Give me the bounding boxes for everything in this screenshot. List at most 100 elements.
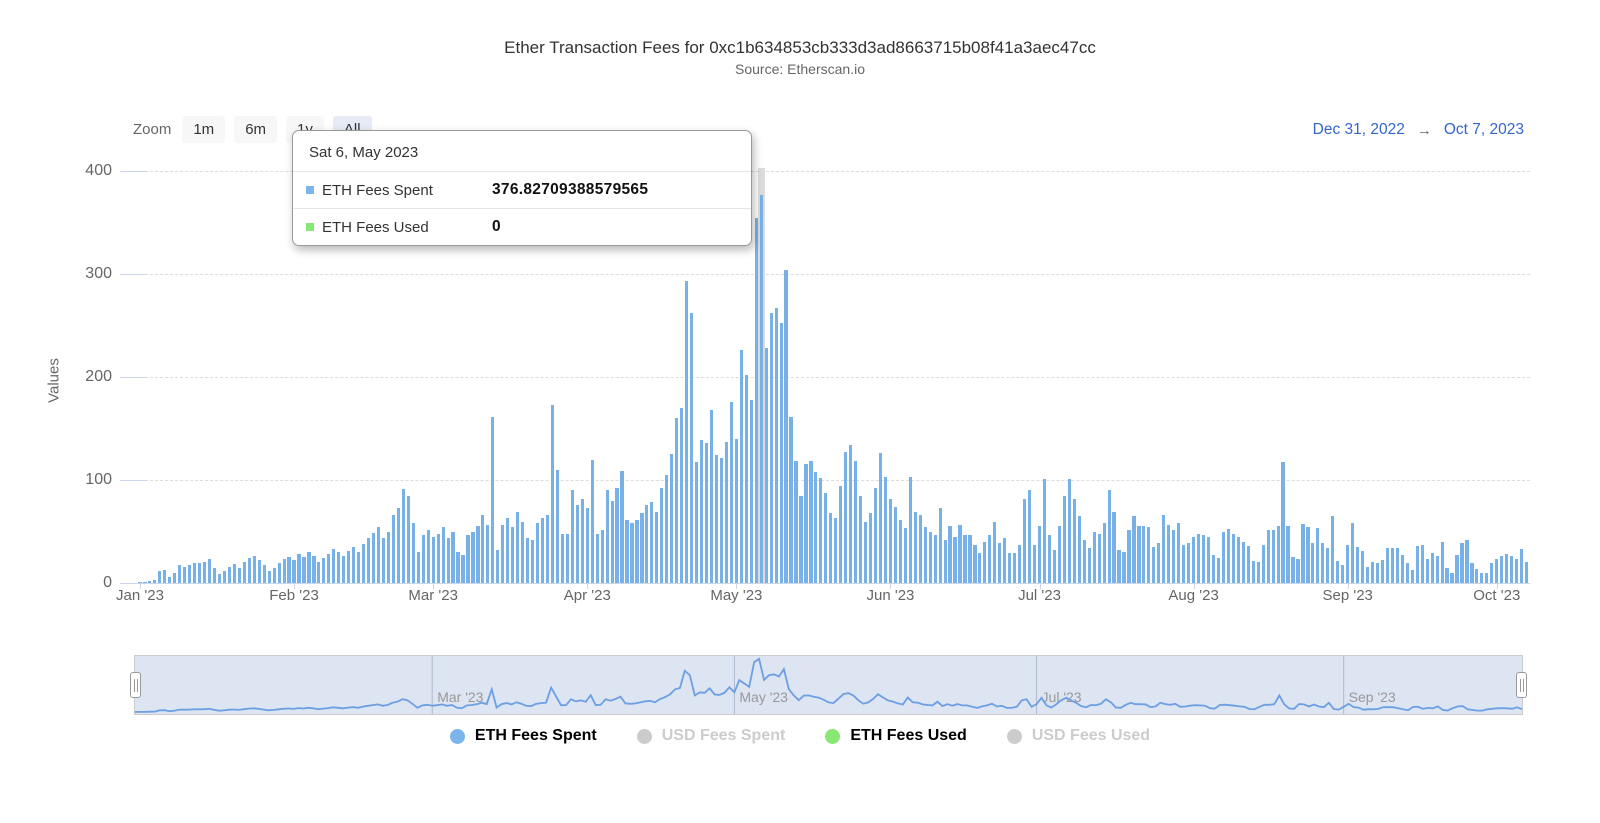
bar[interactable] [819, 477, 823, 583]
bar[interactable] [292, 560, 296, 583]
bar[interactable] [401, 489, 405, 583]
bar[interactable] [615, 488, 619, 583]
bar[interactable] [1480, 572, 1484, 583]
bar[interactable] [168, 576, 172, 583]
bar[interactable] [371, 532, 376, 583]
bar[interactable] [1032, 544, 1037, 583]
bar[interactable] [809, 461, 813, 583]
bar[interactable] [779, 323, 783, 583]
bar[interactable] [1112, 511, 1116, 583]
bar[interactable] [699, 439, 704, 583]
bar[interactable] [1281, 462, 1285, 583]
bar[interactable] [635, 520, 639, 583]
bar[interactable] [1306, 527, 1310, 583]
bar[interactable] [774, 307, 778, 583]
bar[interactable] [675, 418, 679, 583]
bar[interactable] [242, 562, 246, 583]
bar[interactable] [695, 462, 699, 583]
bar[interactable] [153, 579, 157, 583]
bar[interactable] [1450, 572, 1454, 583]
bar[interactable] [1296, 559, 1300, 583]
bar[interactable] [1246, 545, 1250, 583]
bar[interactable] [1236, 536, 1240, 583]
bar[interactable] [366, 537, 371, 583]
bar[interactable] [202, 562, 207, 583]
bar[interactable] [620, 470, 624, 583]
bar[interactable] [506, 518, 510, 583]
navigator[interactable]: Mar '23 May '23 Jul '23 Sep '23 [134, 655, 1523, 715]
bar[interactable] [744, 374, 748, 583]
bar[interactable] [1346, 544, 1350, 583]
bar[interactable] [342, 556, 346, 583]
zoom-button-6m[interactable]: 6m [234, 116, 278, 143]
bar[interactable] [1003, 537, 1007, 583]
bar[interactable] [526, 537, 530, 583]
bar[interactable] [1261, 544, 1265, 583]
bar[interactable] [1365, 566, 1370, 583]
bar[interactable] [178, 565, 182, 583]
bar[interactable] [1360, 551, 1365, 583]
bar[interactable] [1201, 534, 1206, 583]
bar[interactable] [650, 501, 654, 583]
bar[interactable] [466, 534, 470, 583]
bar[interactable] [1485, 572, 1489, 583]
bar[interactable] [1172, 530, 1176, 583]
bar[interactable] [898, 520, 902, 583]
bar[interactable] [630, 523, 634, 583]
bar[interactable] [1067, 478, 1071, 583]
bar[interactable] [1510, 556, 1514, 583]
bar[interactable] [1062, 496, 1066, 583]
bar[interactable] [575, 504, 579, 583]
bar[interactable] [1127, 530, 1131, 583]
bar[interactable] [908, 476, 912, 583]
bar[interactable] [1251, 561, 1255, 583]
bar[interactable] [163, 569, 167, 583]
bar[interactable] [272, 567, 276, 583]
bar[interactable] [545, 515, 550, 583]
legend-item-usd-fees-used[interactable]: USD Fees Used [1006, 727, 1150, 745]
bar[interactable] [859, 496, 863, 583]
bar[interactable] [347, 551, 351, 583]
bar[interactable] [212, 567, 217, 583]
bar[interactable] [655, 511, 659, 583]
bar[interactable] [1440, 541, 1444, 583]
bar[interactable] [247, 558, 251, 583]
bar[interactable] [1102, 523, 1106, 583]
bar[interactable] [471, 531, 475, 583]
bar[interactable] [227, 566, 232, 583]
bar[interactable] [357, 552, 361, 583]
bar[interactable] [849, 444, 853, 583]
bar[interactable] [1291, 557, 1295, 583]
bar[interactable] [461, 555, 465, 583]
bar[interactable] [923, 527, 927, 583]
bar[interactable] [1072, 498, 1076, 583]
bar[interactable] [719, 458, 724, 583]
bar[interactable] [193, 563, 197, 583]
bar[interactable] [277, 563, 281, 583]
bar[interactable] [854, 461, 858, 583]
bar[interactable] [173, 572, 177, 583]
bar[interactable] [734, 438, 738, 583]
bar[interactable] [1495, 559, 1499, 583]
bar[interactable] [560, 533, 564, 583]
bar[interactable] [903, 528, 907, 583]
bar[interactable] [1356, 546, 1360, 583]
bar[interactable] [1390, 547, 1394, 583]
bar[interactable] [759, 194, 763, 583]
bar[interactable] [799, 496, 803, 583]
bar[interactable] [868, 512, 873, 583]
bar[interactable] [1455, 555, 1459, 583]
bar[interactable] [640, 512, 644, 583]
bar[interactable] [933, 534, 937, 583]
bar[interactable] [983, 541, 987, 583]
bar[interactable] [555, 469, 560, 583]
bar[interactable] [804, 463, 808, 583]
bar[interactable] [476, 526, 480, 583]
bar[interactable] [1221, 531, 1226, 583]
bar[interactable] [446, 537, 450, 583]
bar[interactable] [570, 490, 574, 583]
bar[interactable] [1420, 544, 1424, 583]
bar[interactable] [426, 530, 430, 583]
bar[interactable] [814, 471, 818, 583]
bar[interactable] [1157, 542, 1161, 583]
